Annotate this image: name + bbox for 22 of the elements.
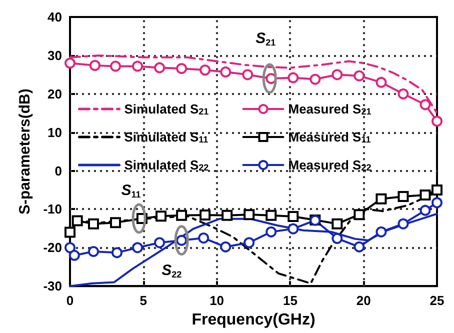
y-tick-label: -20 [43, 240, 62, 256]
x-tick-label: 10 [210, 293, 224, 308]
y-tick-label: 10 [48, 124, 62, 140]
x-tick-label: 15 [282, 293, 298, 308]
y-tick-label: 20 [48, 86, 62, 102]
legend-label: Measured S11 [288, 130, 371, 144]
y-tick-label: -10 [43, 202, 62, 217]
x-tick-label: 0 [66, 293, 74, 308]
x-axis-title: Frequency(GHz) [192, 312, 316, 328]
x-tick-label: 20 [356, 293, 371, 308]
legend-label: Simulated S11 [124, 130, 208, 144]
y-tick-label: 40 [48, 10, 62, 24]
x-tick-label: 5 [140, 293, 148, 308]
legend-label: Simulated S22 [124, 158, 209, 172]
legend-label: Measured S22 [288, 158, 372, 172]
y-axis-title: S-parameters(dB) [16, 88, 34, 214]
y-tick-label: 30 [48, 48, 62, 63]
legend-label: Measured S21 [288, 102, 372, 116]
y-tick-label: -30 [43, 278, 62, 294]
y-tick-label: 0 [54, 163, 62, 178]
x-tick-label: 25 [430, 293, 444, 308]
legend-label: Simulated S21 [124, 102, 209, 116]
